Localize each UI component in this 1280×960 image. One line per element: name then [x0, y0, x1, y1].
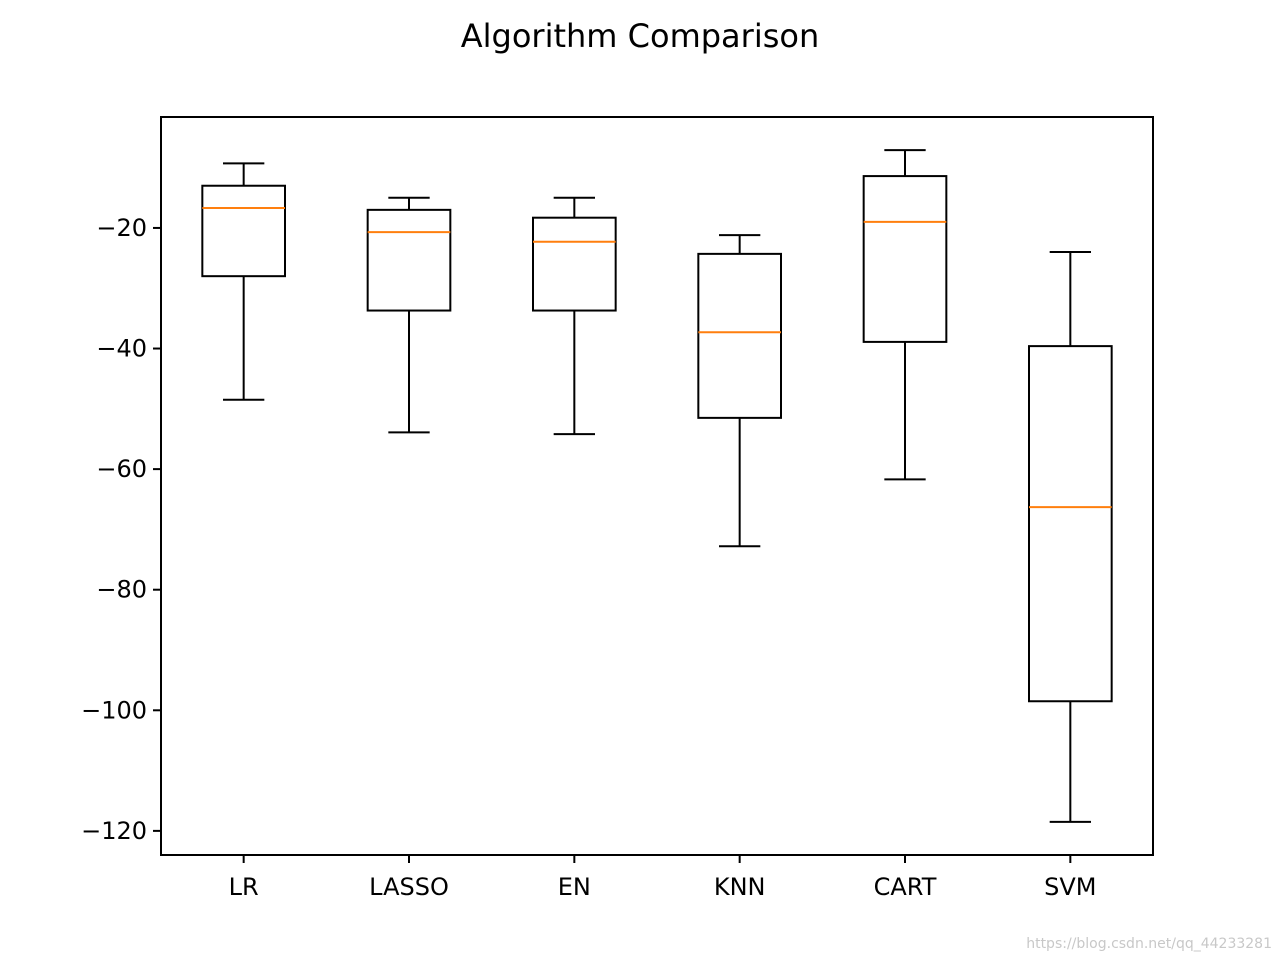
- chart-title: Algorithm Comparison: [461, 17, 819, 55]
- x-tick-label: EN: [558, 873, 591, 901]
- x-tick-label: SVM: [1044, 873, 1096, 901]
- box-knn: [697, 252, 782, 419]
- x-tick-label: CART: [874, 873, 937, 901]
- watermark: https://blog.csdn.net/qq_44233281: [1026, 936, 1272, 952]
- plot-frame: [160, 116, 1154, 856]
- y-tick-label: −60: [96, 455, 147, 483]
- box-lr: [201, 184, 286, 278]
- box-en: [532, 216, 617, 312]
- box-lasso: [366, 208, 452, 312]
- y-tick-label: −20: [96, 214, 147, 242]
- plot-area: −20 −40 −60 −80 −100 −120 LR LASSO EN KNN CART SVM: [81, 116, 1154, 901]
- x-tick-label: LASSO: [369, 873, 449, 901]
- x-tick-label: LR: [229, 873, 259, 901]
- x-tick-label: KNN: [714, 873, 766, 901]
- box-svm: [1028, 345, 1113, 703]
- y-tick-label: −80: [96, 576, 147, 604]
- y-tick-label: −100: [81, 696, 147, 724]
- y-tick-label: −40: [96, 335, 147, 363]
- box-cart: [862, 175, 948, 343]
- y-tick-label: −120: [81, 817, 147, 845]
